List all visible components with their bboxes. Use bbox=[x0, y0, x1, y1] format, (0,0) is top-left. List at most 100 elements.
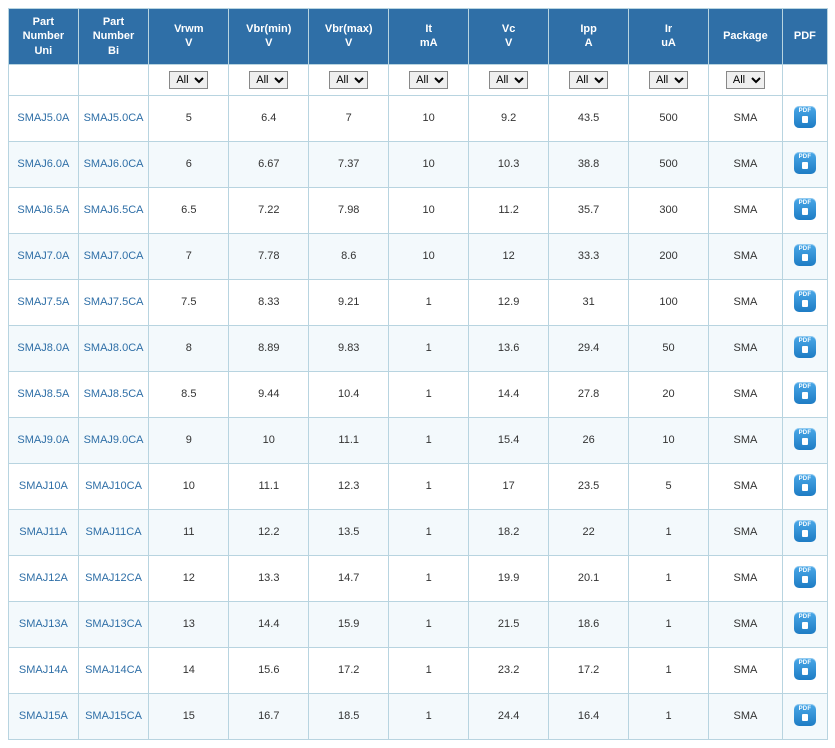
filter-select-4[interactable]: All bbox=[329, 71, 368, 89]
pdf-icon[interactable] bbox=[794, 474, 816, 496]
table-row: SMAJ6.0ASMAJ6.0CA66.677.371010.338.8500S… bbox=[9, 141, 828, 187]
cell-1: SMAJ7.5CA bbox=[78, 279, 149, 325]
pdf-icon[interactable] bbox=[794, 612, 816, 634]
pdf-icon[interactable] bbox=[794, 336, 816, 358]
cell-3: 6.67 bbox=[229, 141, 309, 187]
pdf-icon[interactable] bbox=[794, 566, 816, 588]
cell-2: 12 bbox=[149, 555, 229, 601]
filter-select-5[interactable]: All bbox=[409, 71, 448, 89]
cell-1: SMAJ13CA bbox=[78, 601, 149, 647]
cell-8: 1 bbox=[629, 647, 709, 693]
part-number-bi-link[interactable]: SMAJ5.0CA bbox=[84, 112, 144, 124]
part-number-bi-link[interactable]: SMAJ8.5CA bbox=[84, 388, 144, 400]
cell-4: 13.5 bbox=[309, 509, 389, 555]
cell-2: 8 bbox=[149, 325, 229, 371]
table-row: SMAJ15ASMAJ15CA1516.718.5124.416.41SMA bbox=[9, 693, 828, 739]
part-number-bi-link[interactable]: SMAJ11CA bbox=[86, 526, 142, 538]
cell-1: SMAJ8.5CA bbox=[78, 371, 149, 417]
cell-6: 14.4 bbox=[469, 371, 549, 417]
part-number-bi-link[interactable]: SMAJ10CA bbox=[85, 480, 142, 492]
part-number-bi-link[interactable]: SMAJ15CA bbox=[85, 710, 142, 722]
part-number-uni-link[interactable]: SMAJ13A bbox=[19, 618, 68, 630]
filter-row: All All All All All All All All bbox=[9, 64, 828, 95]
part-number-uni-link[interactable]: SMAJ11A bbox=[19, 526, 67, 538]
cell-6: 19.9 bbox=[469, 555, 549, 601]
part-number-bi-link[interactable]: SMAJ7.5CA bbox=[84, 296, 144, 308]
pdf-icon[interactable] bbox=[794, 152, 816, 174]
part-number-uni-link[interactable]: SMAJ15A bbox=[19, 710, 68, 722]
cell-2: 10 bbox=[149, 463, 229, 509]
cell-6: 21.5 bbox=[469, 601, 549, 647]
pdf-icon[interactable] bbox=[794, 106, 816, 128]
part-number-bi-link[interactable]: SMAJ6.0CA bbox=[84, 158, 144, 170]
part-number-uni-link[interactable]: SMAJ7.0A bbox=[17, 250, 69, 262]
part-number-uni-link[interactable]: SMAJ6.5A bbox=[17, 204, 69, 216]
cell-8: 500 bbox=[629, 141, 709, 187]
part-number-uni-link[interactable]: SMAJ7.5A bbox=[17, 296, 69, 308]
cell-10 bbox=[782, 601, 827, 647]
pdf-icon[interactable] bbox=[794, 658, 816, 680]
part-number-bi-link[interactable]: SMAJ14CA bbox=[85, 664, 142, 676]
cell-3: 11.1 bbox=[229, 463, 309, 509]
part-number-uni-link[interactable]: SMAJ14A bbox=[19, 664, 68, 676]
table-row: SMAJ6.5ASMAJ6.5CA6.57.227.981011.235.730… bbox=[9, 187, 828, 233]
cell-7: 26 bbox=[549, 417, 629, 463]
cell-6: 13.6 bbox=[469, 325, 549, 371]
cell-4: 8.6 bbox=[309, 233, 389, 279]
filter-cell-3: All bbox=[229, 64, 309, 95]
cell-1: SMAJ7.0CA bbox=[78, 233, 149, 279]
pdf-icon[interactable] bbox=[794, 244, 816, 266]
cell-1: SMAJ8.0CA bbox=[78, 325, 149, 371]
cell-3: 8.89 bbox=[229, 325, 309, 371]
filter-select-7[interactable]: All bbox=[569, 71, 608, 89]
cell-9: SMA bbox=[709, 141, 783, 187]
pdf-icon[interactable] bbox=[794, 198, 816, 220]
part-number-uni-link[interactable]: SMAJ12A bbox=[19, 572, 68, 584]
part-number-bi-link[interactable]: SMAJ8.0CA bbox=[84, 342, 144, 354]
cell-5: 10 bbox=[389, 187, 469, 233]
cell-8: 5 bbox=[629, 463, 709, 509]
pdf-icon[interactable] bbox=[794, 290, 816, 312]
cell-4: 10.4 bbox=[309, 371, 389, 417]
cell-5: 1 bbox=[389, 509, 469, 555]
cell-1: SMAJ5.0CA bbox=[78, 95, 149, 141]
cell-7: 20.1 bbox=[549, 555, 629, 601]
filter-cell-7: All bbox=[549, 64, 629, 95]
part-number-bi-link[interactable]: SMAJ12CA bbox=[85, 572, 142, 584]
cell-6: 9.2 bbox=[469, 95, 549, 141]
filter-select-8[interactable]: All bbox=[649, 71, 688, 89]
part-number-bi-link[interactable]: SMAJ6.5CA bbox=[84, 204, 144, 216]
cell-0: SMAJ8.0A bbox=[9, 325, 79, 371]
cell-6: 17 bbox=[469, 463, 549, 509]
cell-4: 7.98 bbox=[309, 187, 389, 233]
cell-1: SMAJ10CA bbox=[78, 463, 149, 509]
part-number-bi-link[interactable]: SMAJ7.0CA bbox=[84, 250, 144, 262]
pdf-icon[interactable] bbox=[794, 382, 816, 404]
table-row: SMAJ9.0ASMAJ9.0CA91011.1115.42610SMA bbox=[9, 417, 828, 463]
part-number-uni-link[interactable]: SMAJ8.5A bbox=[17, 388, 69, 400]
cell-3: 15.6 bbox=[229, 647, 309, 693]
part-number-uni-link[interactable]: SMAJ10A bbox=[19, 480, 68, 492]
cell-10 bbox=[782, 95, 827, 141]
part-number-uni-link[interactable]: SMAJ6.0A bbox=[17, 158, 69, 170]
pdf-icon[interactable] bbox=[794, 428, 816, 450]
pdf-icon[interactable] bbox=[794, 704, 816, 726]
filter-cell-5: All bbox=[389, 64, 469, 95]
part-number-uni-link[interactable]: SMAJ9.0A bbox=[17, 434, 69, 446]
part-number-uni-link[interactable]: SMAJ8.0A bbox=[17, 342, 69, 354]
cell-5: 1 bbox=[389, 463, 469, 509]
cell-9: SMA bbox=[709, 279, 783, 325]
cell-1: SMAJ15CA bbox=[78, 693, 149, 739]
filter-select-9[interactable]: All bbox=[726, 71, 765, 89]
pdf-icon[interactable] bbox=[794, 520, 816, 542]
filter-select-6[interactable]: All bbox=[489, 71, 528, 89]
part-number-uni-link[interactable]: SMAJ5.0A bbox=[17, 112, 69, 124]
filter-select-3[interactable]: All bbox=[249, 71, 288, 89]
filter-cell-1 bbox=[78, 64, 149, 95]
part-number-bi-link[interactable]: SMAJ9.0CA bbox=[84, 434, 144, 446]
cell-7: 27.8 bbox=[549, 371, 629, 417]
col-header-4: Vbr(max)V bbox=[309, 9, 389, 65]
filter-select-2[interactable]: All bbox=[169, 71, 208, 89]
part-number-bi-link[interactable]: SMAJ13CA bbox=[85, 618, 142, 630]
cell-1: SMAJ9.0CA bbox=[78, 417, 149, 463]
